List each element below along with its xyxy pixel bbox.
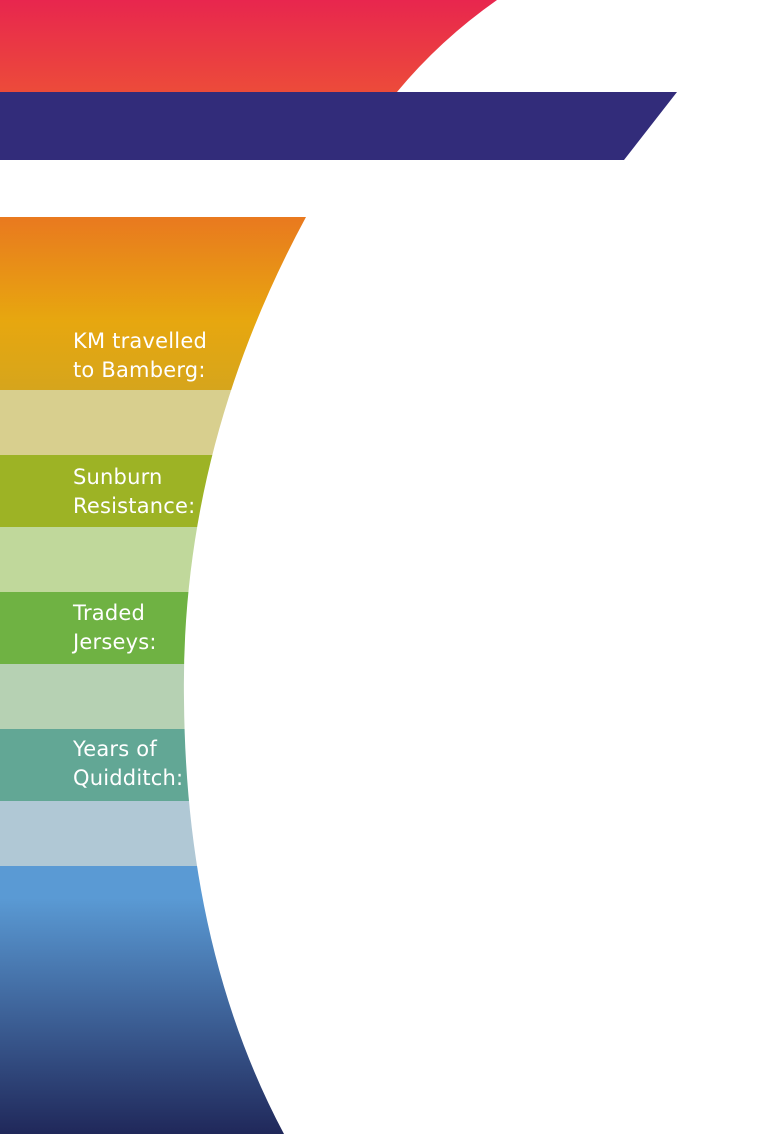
traded-jerseys-label-line2: Jerseys: (73, 630, 157, 654)
quidditch-label-stripe (0, 729, 306, 801)
navy-band (0, 92, 677, 160)
years-of-quidditch-label: Years of Quidditch: (73, 735, 183, 793)
sunburn-resistance-label: Sunburn Resistance: (73, 463, 195, 521)
jerseys-value-stripe (0, 664, 306, 729)
traded-jerseys-label-line1: Traded (73, 601, 146, 625)
km-travelled-label-line1: KM travelled (73, 329, 207, 353)
sunburn-label-stripe (0, 455, 306, 527)
jerseys-label-stripe (0, 592, 306, 664)
years-of-quidditch-label-line1: Years of (73, 737, 157, 761)
sunburn-resistance-label-line1: Sunburn (73, 465, 163, 489)
traded-jerseys-label: Traded Jerseys: (73, 599, 157, 657)
blue-footer-block (0, 866, 306, 1134)
quidditch-value-stripe (0, 801, 306, 866)
km-travelled-label: KM travelled to Bamberg: (73, 327, 207, 385)
years-of-quidditch-label-line2: Quidditch: (73, 766, 184, 790)
sunburn-resistance-label-line2: Resistance: (73, 494, 196, 518)
km-value-stripe (0, 390, 306, 455)
sunburn-value-stripe (0, 527, 306, 592)
top-red-swoosh (0, 0, 497, 92)
km-travelled-label-line2: to Bamberg: (73, 358, 206, 382)
